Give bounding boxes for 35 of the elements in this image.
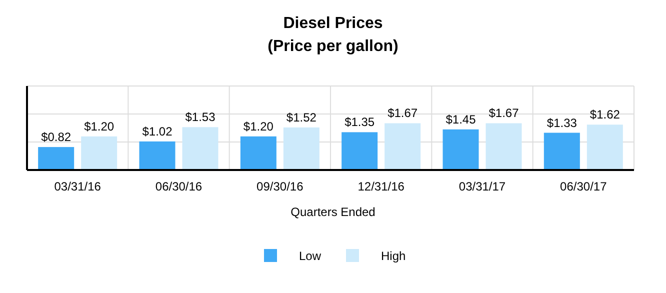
data-label: $1.20 bbox=[243, 119, 274, 134]
legend-label: High bbox=[381, 249, 406, 263]
bar bbox=[182, 127, 218, 170]
bar bbox=[38, 147, 74, 170]
chart-title: Diesel Prices bbox=[283, 15, 383, 32]
data-label: $1.67 bbox=[388, 106, 418, 120]
bar bbox=[384, 123, 421, 170]
bar bbox=[240, 136, 276, 170]
x-tick-label: 06/30/17 bbox=[560, 180, 608, 194]
x-tick-label: 12/31/16 bbox=[358, 180, 405, 194]
x-axis-title: Quarters Ended bbox=[290, 205, 376, 219]
data-label: $1.35 bbox=[344, 115, 375, 130]
data-label: $1.62 bbox=[590, 108, 620, 122]
x-tick-label: 06/30/16 bbox=[155, 180, 202, 194]
data-label: $1.52 bbox=[286, 110, 317, 124]
bar bbox=[342, 132, 378, 170]
bar bbox=[544, 132, 580, 170]
bar bbox=[442, 129, 479, 170]
data-label: $1.33 bbox=[546, 116, 578, 130]
bar bbox=[486, 123, 522, 170]
x-tick-label: 09/30/16 bbox=[256, 180, 304, 194]
data-label: $0.82 bbox=[41, 130, 72, 144]
data-label: $1.45 bbox=[446, 112, 476, 126]
x-tick-label: 03/31/17 bbox=[458, 180, 506, 194]
data-label: $1.67 bbox=[488, 106, 520, 120]
data-label: $1.20 bbox=[84, 119, 114, 134]
legend-label: Low bbox=[299, 249, 322, 263]
bar bbox=[81, 136, 118, 170]
bar bbox=[139, 141, 176, 170]
bar bbox=[586, 124, 623, 170]
bar bbox=[283, 127, 320, 170]
data-label: $1.02 bbox=[142, 124, 173, 138]
data-label: $1.53 bbox=[185, 110, 216, 124]
chart-subtitle: (Price per gallon) bbox=[268, 38, 398, 55]
x-tick-label: 03/31/16 bbox=[54, 180, 102, 194]
